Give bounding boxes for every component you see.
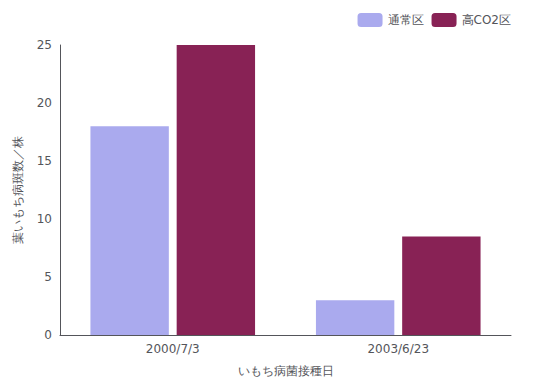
svg-text:25: 25 [37,38,52,52]
svg-text:2000/7/3: 2000/7/3 [146,342,200,356]
svg-text:葉いもち病斑数／株: 葉いもち病斑数／株 [11,136,25,244]
svg-text:5: 5 [44,270,52,284]
svg-text:高CO2区: 高CO2区 [462,13,511,27]
svg-text:2003/6/23: 2003/6/23 [367,342,429,356]
svg-text:0: 0 [44,328,52,342]
svg-text:いもち病菌接種日: いもち病菌接種日 [238,364,334,378]
svg-text:10: 10 [37,212,52,226]
svg-text:通常区: 通常区 [388,13,424,27]
svg-text:20: 20 [37,96,52,110]
svg-text:15: 15 [37,154,52,168]
